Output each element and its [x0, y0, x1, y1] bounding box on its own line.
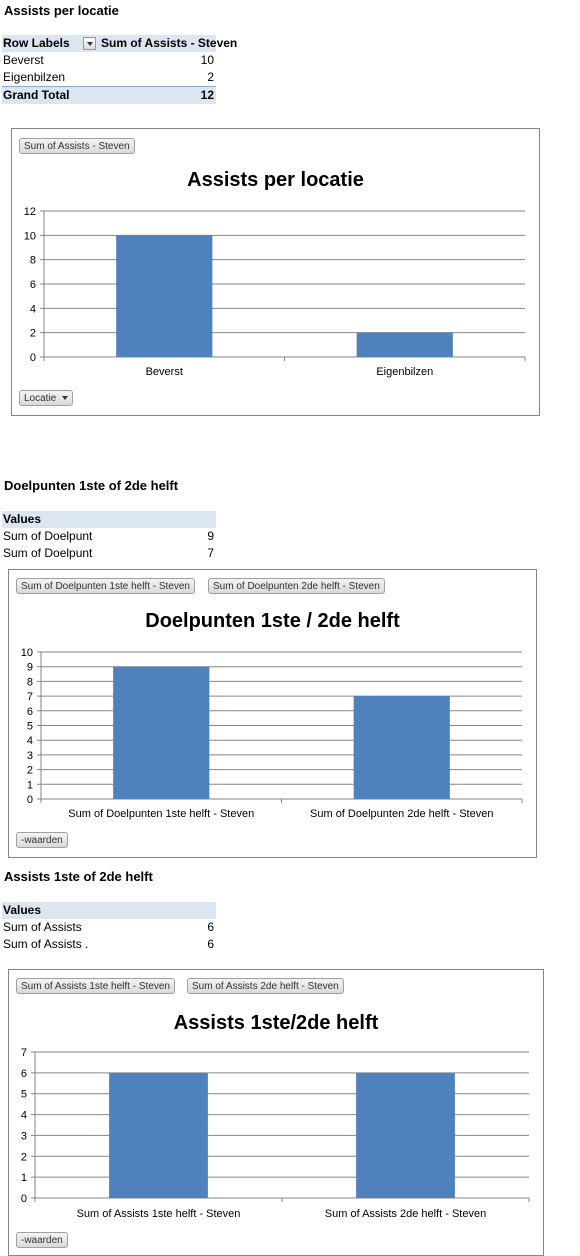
pivot-row: Sum of Doelpunt 7 [2, 545, 216, 562]
y-tick-label: 6 [21, 1068, 27, 1080]
chart-title: Assists per locatie [187, 169, 364, 191]
y-tick-label: 4 [27, 735, 33, 747]
pivot-row: Eigenbilzen 2 [2, 69, 216, 86]
pivot-grand-total-label: Grand Total [3, 88, 70, 102]
y-tick-label: 9 [27, 662, 33, 674]
pivot-row-value: 9 [207, 529, 214, 543]
value-field-button-2de-helft[interactable]: Sum of Assists 2de helft - Steven [187, 978, 344, 994]
bar [116, 235, 213, 357]
x-category-label: Eigenbilzen [376, 366, 433, 378]
y-tick-label: 4 [21, 1110, 27, 1122]
bar [356, 332, 453, 357]
value-field-button-1ste-helft[interactable]: Sum of Doelpunten 1ste helft - Steven [16, 578, 195, 594]
series-field-button-waarden[interactable]: -waarden [16, 832, 68, 848]
pivot-grand-total-row: Grand Total 12 [2, 86, 216, 104]
value-field-button-2de-helft[interactable]: Sum of Doelpunten 2de helft - Steven [208, 578, 385, 594]
bar [113, 666, 210, 799]
pivot-header-row: Values [2, 902, 216, 919]
pivot-row-value: 6 [207, 937, 214, 951]
bar-chart-plot: 0 2 4 6 8 10 12 Beverst Eigenbilzen [24, 206, 526, 378]
y-tick-label: 8 [27, 676, 33, 688]
pivot-row-value: 6 [207, 920, 214, 934]
pivot-row-value: 7 [207, 546, 214, 560]
y-tick-label: 10 [24, 230, 36, 242]
y-tick-label: 0 [21, 1193, 27, 1205]
y-tick-label: 3 [21, 1130, 27, 1142]
pivot-row: Sum of Assists 6 [2, 919, 216, 936]
y-tick-label: 7 [27, 691, 33, 703]
pivot-row-label: Sum of Doelpunt [3, 529, 93, 543]
bar [356, 1072, 455, 1198]
y-tick-label: 7 [21, 1047, 27, 1059]
pivot-grand-total-value: 12 [200, 88, 214, 102]
y-tick-label: 5 [21, 1089, 27, 1101]
x-category-label: Sum of Assists 1ste helft - Steven [77, 1208, 241, 1220]
chart-assists-helft[interactable]: Sum of Assists 1ste helft - Steven Sum o… [8, 969, 544, 1256]
y-tick-label: 2 [21, 1151, 27, 1163]
pivot-header-values: Values [3, 512, 42, 526]
y-tick-label: 8 [30, 255, 36, 267]
pivot-header-row: Row Labels Sum of Assists - Steven [2, 35, 237, 52]
bar-chart-plot: 0 1 2 3 4 5 6 7 Sum of Assists 1ste helft - Stev… [21, 1047, 530, 1220]
pivot-row-label: Beverst [3, 53, 44, 67]
y-tick-label: 10 [21, 647, 33, 659]
x-category-label: Sum of Doelpunten 2de helft - Steven [310, 808, 493, 820]
chevron-down-icon [62, 396, 69, 401]
section-title-doelpunten: Doelpunten 1ste of 2de helft [4, 478, 179, 493]
chart-title: Assists 1ste/2de helft [173, 1012, 379, 1034]
value-field-button-1ste-helft[interactable]: Sum of Assists 1ste helft - Steven [16, 978, 175, 994]
pivot-row-label: Sum of Assists [3, 920, 82, 934]
y-tick-label: 5 [27, 721, 33, 733]
pivot-header-values: Values [3, 903, 42, 917]
row-labels-filter-dropdown-icon[interactable] [83, 37, 96, 50]
chart-doelpunten[interactable]: Sum of Doelpunten 1ste helft - Steven Su… [8, 569, 537, 858]
pivot-header-row: Values [2, 511, 216, 528]
series-field-button-waarden[interactable]: -waarden [16, 1232, 68, 1248]
pivot-row-label: Sum of Doelpunt [3, 546, 93, 560]
pivot-row-value: 2 [207, 70, 214, 84]
pivot-row-label: Sum of Assists . [3, 937, 89, 951]
y-tick-label: 2 [30, 328, 36, 340]
section-title-assists-per-locatie: Assists per locatie [4, 3, 119, 18]
section-title-assists-helft: Assists 1ste of 2de helft [4, 869, 153, 884]
y-tick-label: 2 [27, 765, 33, 777]
bar [353, 696, 450, 799]
value-field-button[interactable]: Sum of Assists - Steven [19, 138, 135, 154]
y-tick-label: 1 [27, 779, 33, 791]
y-tick-label: 0 [30, 352, 36, 364]
chart-title: Doelpunten 1ste / 2de helft [145, 610, 400, 632]
pivot-row-label: Eigenbilzen [3, 70, 66, 84]
pivot-header-value-col: Sum of Assists - Steven [101, 36, 238, 50]
axis-field-button-locatie[interactable]: Locatie [19, 390, 74, 406]
y-tick-label: 4 [30, 303, 36, 315]
pivot-header-row-labels: Row Labels [3, 36, 70, 50]
pivot-row: Beverst 10 [2, 52, 216, 69]
bar-chart-plot: 0 1 2 3 4 5 6 7 8 9 10 Sum of Doelpunten 1ste helft… [21, 647, 523, 820]
y-tick-label: 3 [27, 750, 33, 762]
y-tick-label: 0 [27, 794, 33, 806]
x-category-label: Sum of Doelpunten 1ste helft - Steven [68, 808, 254, 820]
axis-field-button-label: Locatie [24, 393, 57, 404]
y-tick-label: 6 [27, 706, 33, 718]
chart-assists-per-locatie[interactable]: Sum of Assists - Steven Assists per loca… [11, 128, 540, 416]
x-category-label: Sum of Assists 2de helft - Steven [325, 1208, 486, 1220]
y-tick-label: 12 [24, 206, 36, 218]
pivot-row: Sum of Assists . 6 [2, 936, 216, 953]
y-tick-label: 1 [21, 1172, 27, 1184]
pivot-row: Sum of Doelpunt 9 [2, 528, 216, 545]
pivot-row-value: 10 [200, 53, 214, 67]
x-category-label: Beverst [146, 366, 183, 378]
y-tick-label: 6 [30, 279, 36, 291]
bar [109, 1072, 208, 1198]
